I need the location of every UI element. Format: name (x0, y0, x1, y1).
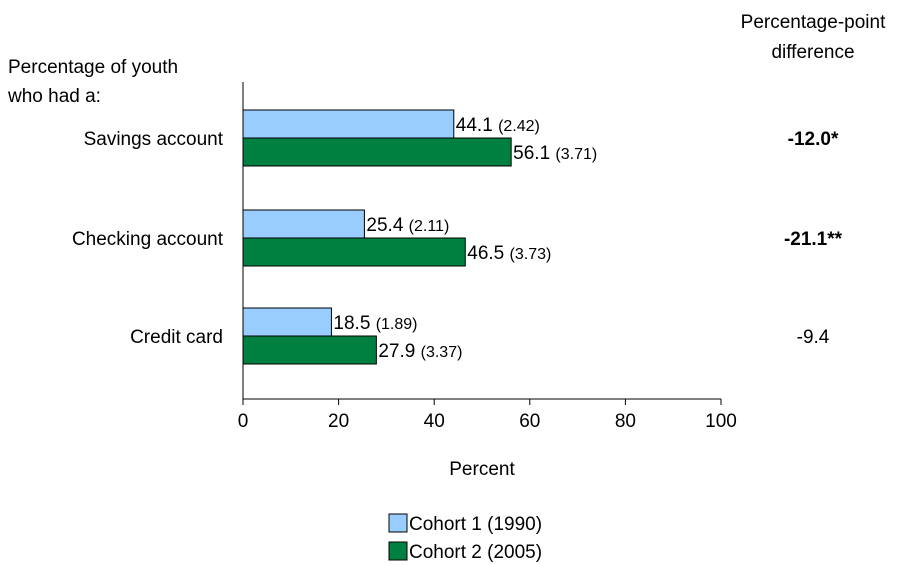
bars-layer: Savings account 44.1 (2.42) 56.1 (3.71) -12… (72, 109, 843, 365)
x-tick-label-0: 0 (238, 411, 249, 432)
difference-value-credit-card: -9.4 (797, 327, 830, 348)
data-label-checking-account-series-1: 25.4 (2.11) (366, 215, 449, 236)
bar-checking-account-series-1 (242, 209, 365, 239)
data-label-checking-account-series-2: 46.5 (3.73) (467, 243, 551, 264)
difference-value-savings-account: -12.0* (788, 129, 839, 150)
x-tick-label-40: 40 (424, 411, 445, 432)
bar-savings-account-series-1 (242, 109, 455, 139)
x-tick-label-60: 60 (519, 411, 540, 432)
x-tick-label-20: 20 (328, 411, 349, 432)
legend-swatch-cohort-1 (388, 513, 408, 533)
data-label-savings-account-series-1: 44.1 (2.42) (456, 115, 540, 136)
bar-credit-card-series-1 (242, 307, 332, 337)
difference-header-line-2: difference (771, 42, 854, 63)
bar-savings-account-series-2 (242, 137, 512, 167)
legend-label-cohort-1: Cohort 1 (1990) (409, 514, 542, 535)
bar-credit-card-series-2 (242, 335, 377, 365)
category-label-checking-account: Checking account (72, 229, 224, 250)
data-label-savings-account-series-2: 56.1 (3.71) (513, 143, 597, 164)
category-label-credit-card: Credit card (130, 327, 223, 348)
category-header-line-1: Percentage of youth (8, 57, 178, 78)
x-axis-ticks: 0 20 40 60 80 100 (238, 399, 737, 432)
category-header-line-2: who had a: (7, 86, 101, 107)
legend-item-cohort-1: Cohort 1 (1990) (388, 513, 542, 535)
bar-checking-account-series-2 (242, 237, 466, 267)
x-tick-label-80: 80 (615, 411, 636, 432)
difference-value-checking-account: -21.1** (784, 229, 843, 250)
x-axis-title: Percent (449, 459, 515, 480)
legend-swatch-cohort-2 (388, 541, 408, 561)
category-label-savings-account: Savings account (84, 129, 224, 150)
difference-header-line-1: Percentage-point (741, 12, 886, 33)
legend-label-cohort-2: Cohort 2 (2005) (409, 542, 542, 563)
legend: Cohort 1 (1990) Cohort 2 (2005) (388, 513, 542, 563)
data-label-credit-card-series-1: 18.5 (1.89) (333, 313, 417, 334)
x-tick-label-100: 100 (705, 411, 737, 432)
data-label-credit-card-series-2: 27.9 (3.37) (378, 341, 462, 362)
legend-item-cohort-2: Cohort 2 (2005) (388, 541, 542, 563)
